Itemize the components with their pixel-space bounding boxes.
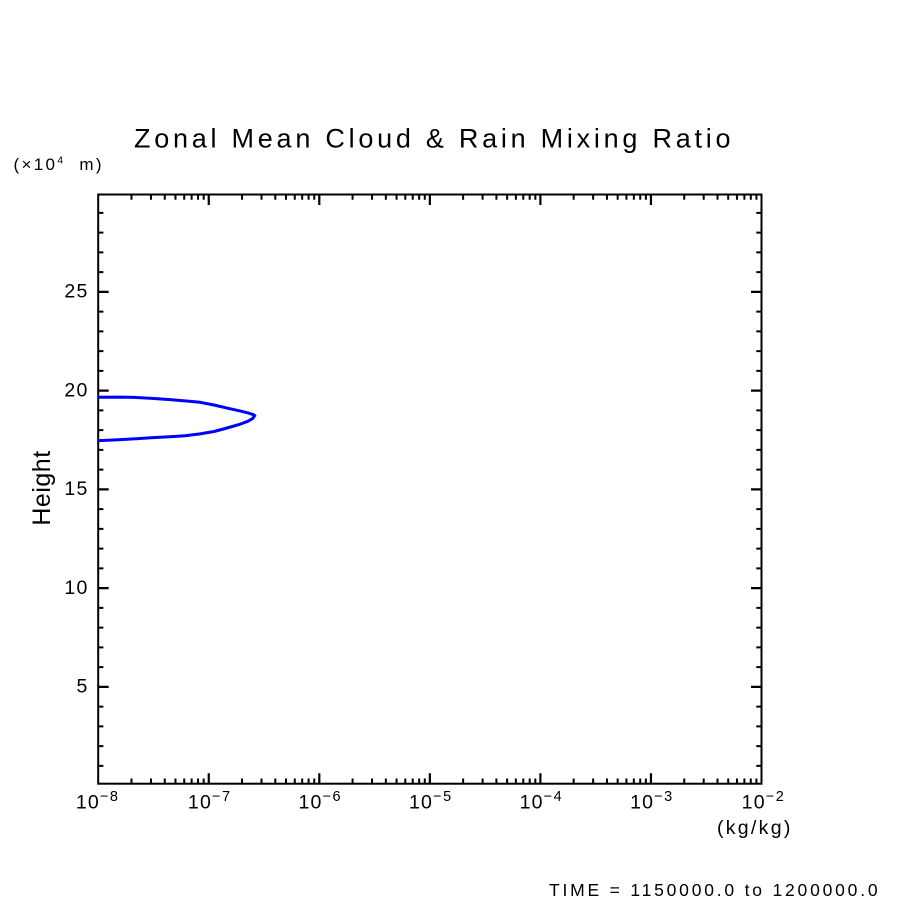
svg-text:5: 5 xyxy=(76,676,88,698)
svg-text:10: 10 xyxy=(64,577,88,599)
svg-text:10−3: 10−3 xyxy=(630,789,674,814)
svg-text:(kg/kg): (kg/kg) xyxy=(717,817,793,839)
svg-text:15: 15 xyxy=(64,478,88,500)
svg-text:20: 20 xyxy=(64,379,88,401)
svg-text:TIME = 1150000.0 to 120000: TIME = 1150000.0 to 1200000.0 xyxy=(549,880,880,900)
svg-text:(×104 m): (×104 m) xyxy=(14,155,104,175)
svg-text:Zonal Mean Cloud & Rain Mixing: Zonal Mean Cloud & Rain Mixing Ratio xyxy=(134,124,734,154)
svg-text:25: 25 xyxy=(64,281,88,303)
svg-text:Height: Height xyxy=(28,450,56,525)
